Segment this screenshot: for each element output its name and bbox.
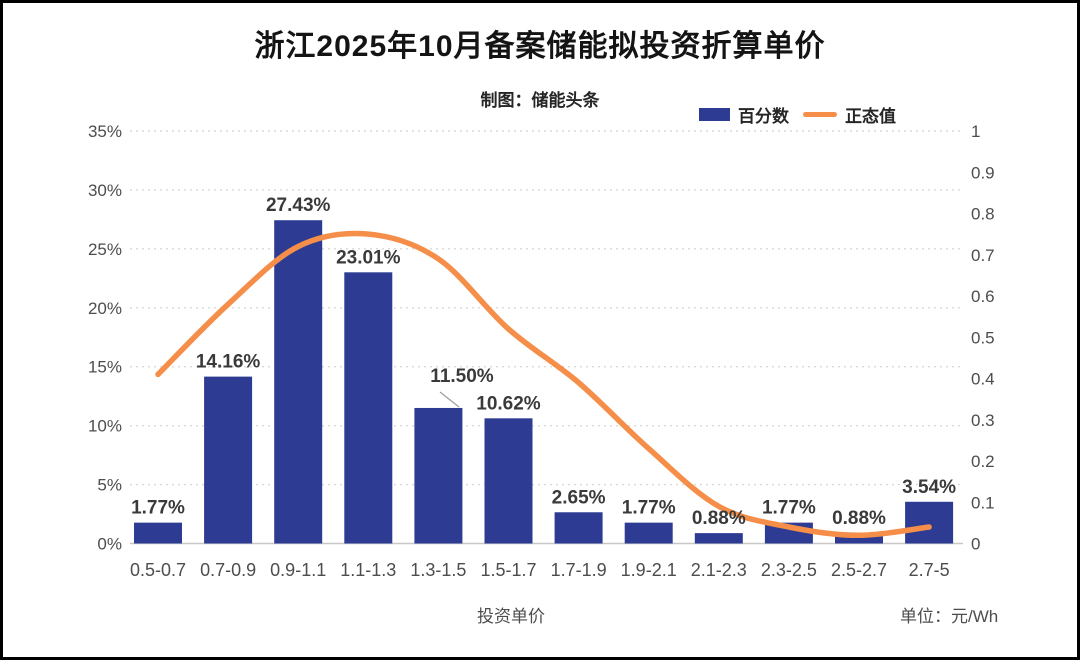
- right-axis-tick: 0.6: [971, 287, 995, 306]
- right-axis-tick: 0.9: [971, 163, 995, 182]
- bar-label: 27.43%: [266, 195, 331, 216]
- legend-bar-label: 百分数: [738, 107, 789, 126]
- bar-label: 2.65%: [552, 487, 606, 508]
- right-axis-tick: 0.8: [971, 205, 995, 224]
- left-axis-tick: 20%: [88, 299, 122, 318]
- bar-label: 1.77%: [622, 498, 676, 519]
- bar-1.5-1.7: [484, 418, 533, 544]
- normal-curve: [155, 230, 932, 539]
- x-axis-tick: 2.1-2.3: [691, 560, 747, 580]
- legend-line-swatch-icon: [803, 112, 837, 117]
- bar-label: 10.62%: [476, 393, 541, 414]
- legend: 百分数 正态值: [699, 102, 896, 127]
- right-axis-tick: 0.4: [971, 370, 995, 389]
- left-axis-tick: 5%: [97, 476, 122, 495]
- bar-label: 0.88%: [692, 508, 746, 529]
- left-axis-tick: 35%: [88, 122, 122, 141]
- bar-2.5-2.7: [835, 533, 883, 544]
- bar-label: 1.77%: [131, 498, 185, 519]
- bar-label: 14.16%: [196, 352, 261, 373]
- x-axis-tick: 2.5-2.7: [831, 560, 887, 580]
- bar-0.9-1.1: [274, 220, 323, 544]
- bar-label: 0.88%: [832, 508, 886, 529]
- bar-1.1-1.3: [344, 272, 393, 544]
- right-axis-tick: 0.3: [971, 411, 995, 430]
- x-axis-tick: 2.7-5: [909, 560, 950, 580]
- bar-1.9-2.1: [624, 522, 673, 544]
- right-axis-tick: 0.5: [971, 328, 995, 347]
- right-axis-tick: 0.2: [971, 452, 995, 471]
- chart-subtitle: 制图：储能头条: [480, 91, 600, 110]
- bar-1.3-1.5: [414, 407, 463, 544]
- left-axis-tick: 10%: [88, 417, 122, 436]
- x-axis-tick: 1.7-1.9: [551, 560, 607, 580]
- left-axis-tick: 15%: [88, 358, 122, 377]
- bar-label: 11.50%: [430, 366, 493, 387]
- bar-0.7-0.9: [204, 376, 253, 544]
- plot-area: 35% 30% 25% 20% 15% 10% 5% 0% 1 0.9 0.8 0.7 0.6 0.5 0.…: [88, 122, 995, 580]
- x-axis-tick: 0.9-1.1: [270, 560, 326, 580]
- x-axis-tick: 2.3-2.5: [761, 560, 817, 580]
- unit-note: 单位：元/Wh: [900, 607, 999, 626]
- left-axis-tick: 0%: [97, 535, 122, 554]
- right-axis-tick: 0: [971, 535, 980, 554]
- left-axis-tick: 30%: [88, 181, 122, 200]
- x-axis-tick: 1.1-1.3: [340, 560, 396, 580]
- right-axis-tick: 0.7: [971, 246, 995, 265]
- legend-bar-swatch-icon: [699, 108, 730, 121]
- x-axis-tick: 1.5-1.7: [480, 560, 536, 580]
- x-axis-tick: 1.3-1.5: [410, 560, 466, 580]
- label-leader-line: [439, 391, 460, 408]
- right-axis-tick: 1: [971, 122, 980, 141]
- right-axis-tick: 0.1: [971, 493, 995, 512]
- bar-label: 1.77%: [762, 498, 816, 519]
- chart-title: 浙江2025年10月备案储能拟投资折算单价: [254, 30, 826, 63]
- bar-label: 23.01%: [336, 247, 401, 268]
- bar-2.1-2.3: [694, 533, 743, 544]
- bar-2.7-5: [905, 501, 954, 544]
- bar-0.5-0.7: [134, 522, 182, 544]
- legend-line-label: 正态值: [845, 107, 896, 126]
- bar-1.7-1.9: [554, 512, 603, 544]
- bar-label: 3.54%: [902, 477, 956, 498]
- x-axis-tick: 0.7-0.9: [200, 560, 256, 580]
- x-axis-title: 投资单价: [477, 607, 545, 626]
- left-axis-tick: 25%: [88, 240, 122, 259]
- x-axis-tick: 1.9-2.1: [621, 560, 677, 580]
- x-axis-tick: 0.5-0.7: [130, 560, 186, 580]
